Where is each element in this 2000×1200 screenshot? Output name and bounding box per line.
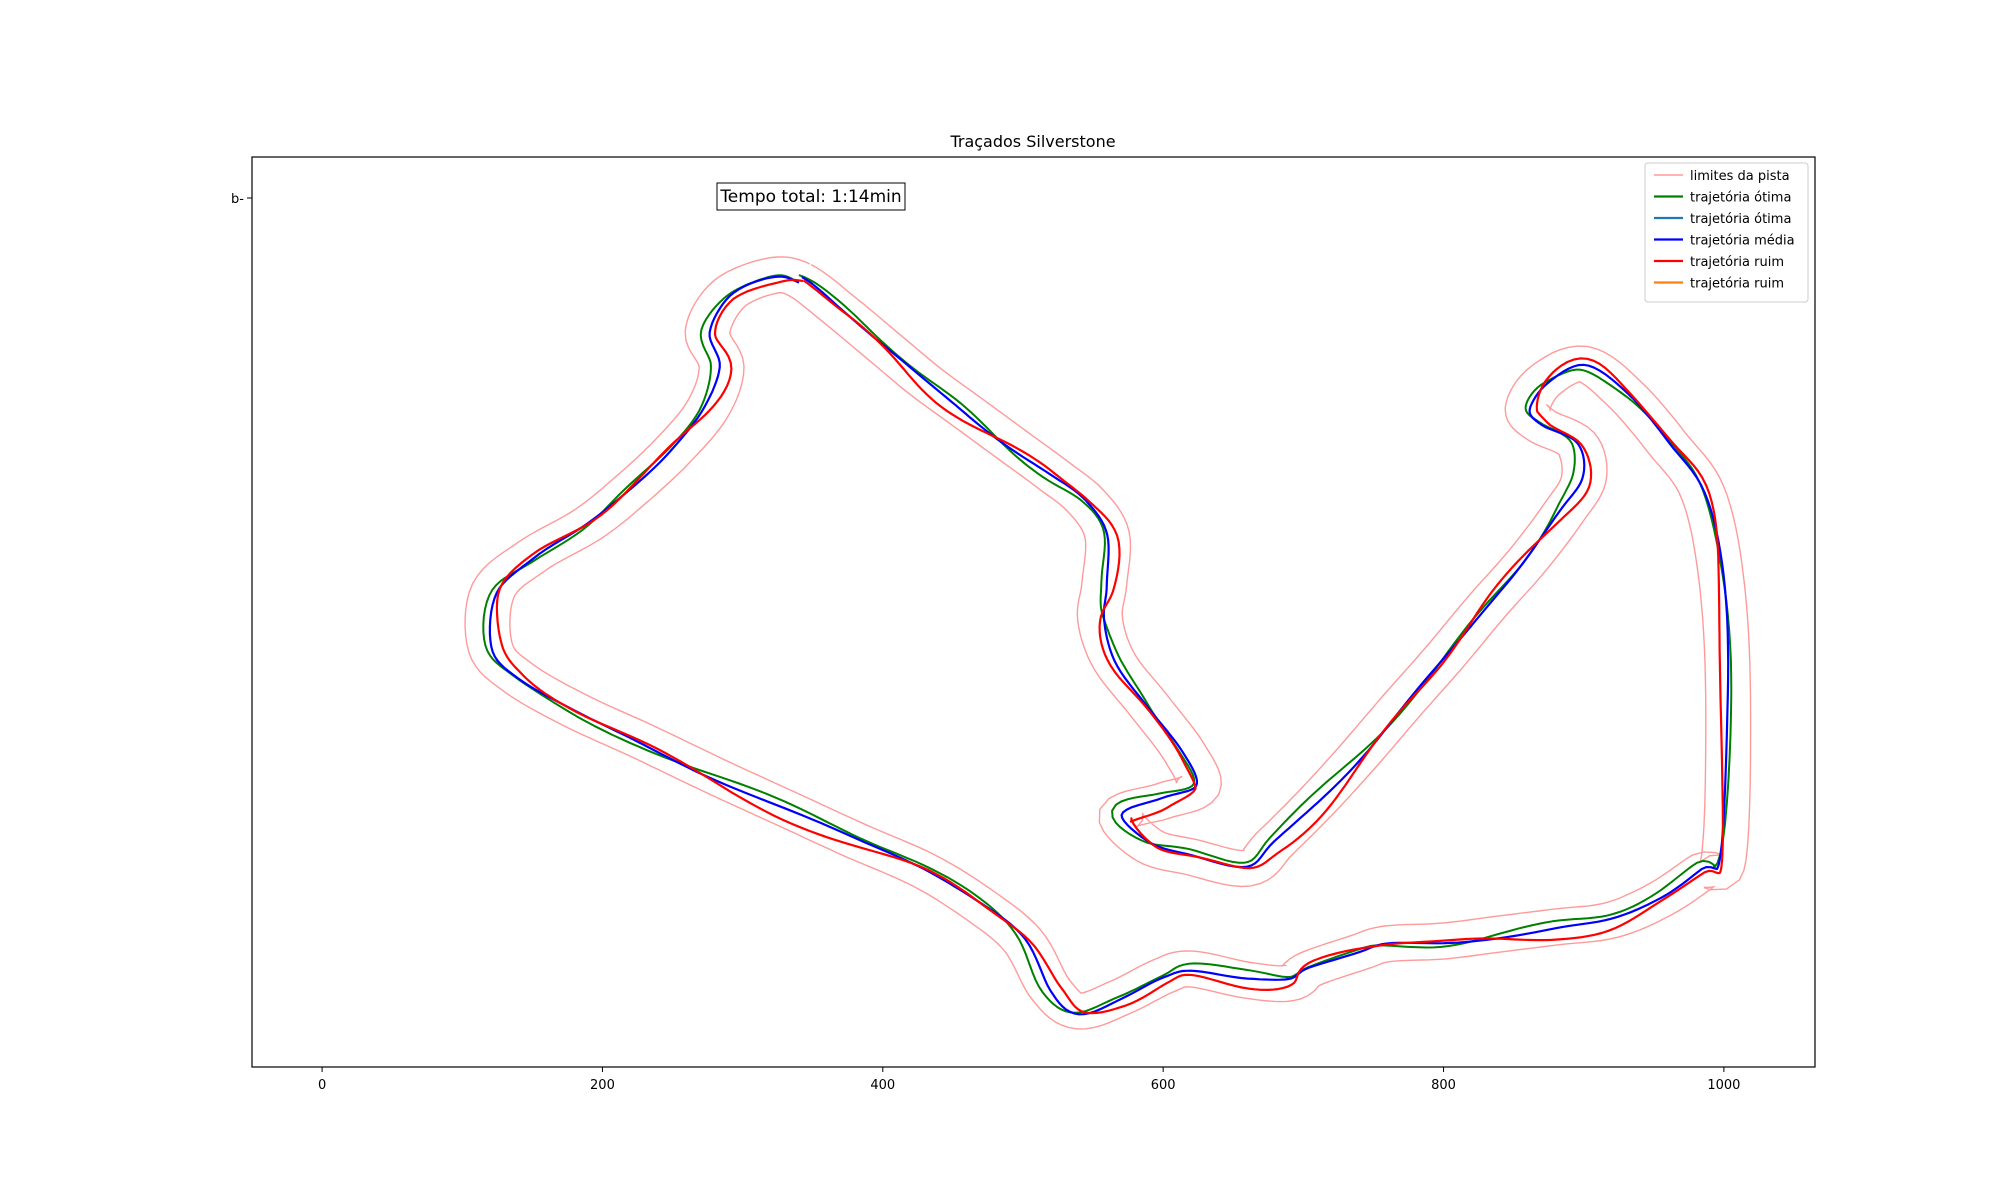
legend-label: trajetória ruim: [1690, 277, 1784, 292]
y-axis: b-: [231, 192, 252, 207]
track-limit-outer: [464, 256, 1752, 1030]
x-axis: 0 200 400 600 800 1000: [318, 1067, 1740, 1093]
axes-frame: [251, 156, 1816, 1068]
track-limit-inner: [509, 292, 1724, 994]
legend-label: trajetória ótima: [1690, 212, 1791, 227]
y-tick-label: b-: [231, 192, 244, 207]
plot-area: [464, 256, 1752, 1030]
x-tick-label: 0: [318, 1078, 326, 1093]
x-tick-label: 400: [870, 1078, 895, 1093]
x-tick-label: 200: [590, 1078, 615, 1093]
total-time-annotation: Tempo total: 1:14min: [719, 187, 901, 207]
x-tick-label: 600: [1151, 1078, 1176, 1093]
x-tick-label: 1000: [1707, 1078, 1740, 1093]
legend-label: limites da pista: [1690, 169, 1790, 184]
legend-box: [1644, 162, 1809, 303]
annotation-box: Tempo total: 1:14min: [716, 182, 906, 211]
chart-title: Traçados Silverstone: [949, 132, 1115, 151]
legend-label: trajetória média: [1690, 234, 1795, 249]
legend-label: trajetória ótima: [1690, 191, 1791, 206]
series-line-3: [495, 278, 1724, 1015]
x-tick-label: 800: [1431, 1078, 1456, 1093]
legend-label: trajetória ruim: [1690, 255, 1784, 270]
legend: limites da pista trajetória ótima trajetór…: [1644, 162, 1809, 303]
